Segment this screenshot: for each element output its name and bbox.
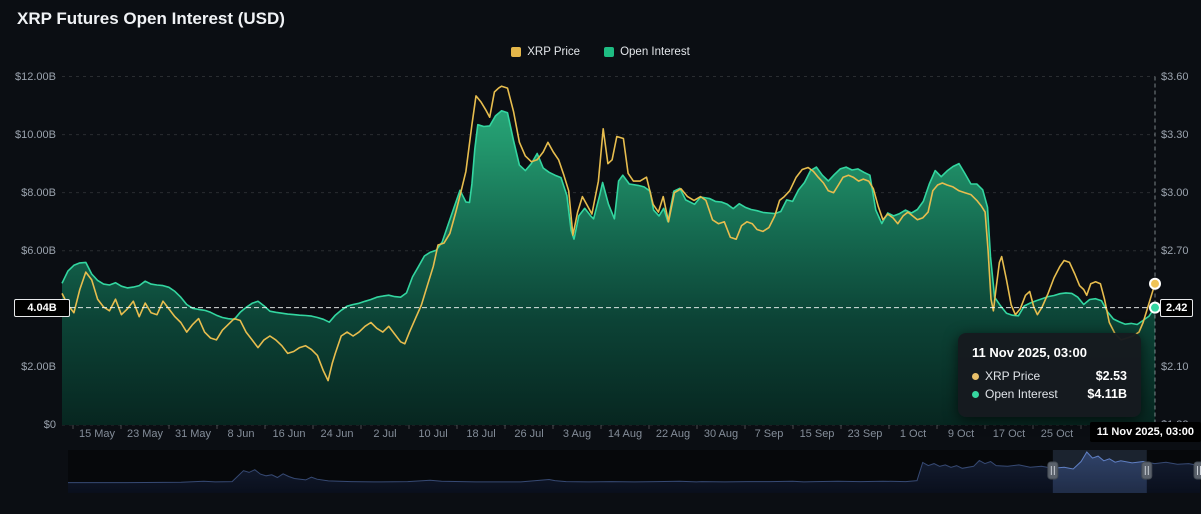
right-axis-tick-label: $3.30 <box>1161 128 1189 141</box>
tooltip-row: XRP Price $2.53 <box>972 369 1127 383</box>
x-axis-tick-label: 25 Oct <box>1040 428 1074 440</box>
legend-item-open-interest[interactable]: Open Interest <box>604 46 690 58</box>
navigator-handle-right[interactable] <box>1141 461 1153 480</box>
left-axis-tick-label: $6.00B <box>21 244 56 257</box>
navigator-handle-left[interactable] <box>1047 461 1059 480</box>
x-axis-tick-label: 22 Aug <box>655 428 691 440</box>
chart-title: XRP Futures Open Interest (USD) <box>17 9 285 28</box>
x-axis-tick-label: 3 Aug <box>562 428 592 440</box>
tooltip: 11 Nov 2025, 03:00 XRP Price $2.53 Open In… <box>958 333 1141 417</box>
tooltip-date: 11 Nov 2025, 03:00 <box>972 345 1087 360</box>
navigator-mask-right <box>1146 450 1200 493</box>
x-axis-tick-label: 31 May <box>174 428 212 440</box>
tooltip-row: Open Interest $4.11B <box>972 387 1127 401</box>
tooltip-series-label: Open Interest <box>985 387 1058 401</box>
open-interest-last-point-marker[interactable] <box>1149 301 1161 314</box>
crosshair-layer <box>62 76 1161 425</box>
right-axis-tick-label: $3.60 <box>1161 70 1189 83</box>
x-axis-tick-label: 18 Jul <box>466 428 496 440</box>
x-axis-tick-label: 17 Oct <box>992 428 1026 440</box>
open-interest-line[interactable] <box>61 110 1156 326</box>
x-axis-tick-label: 23 Sep <box>847 428 883 440</box>
left-axis-tick-label: $10.00B <box>15 128 56 141</box>
left-axis-tick-label: $8.00B <box>21 186 56 199</box>
x-axis-tick-label: 10 Jul <box>418 428 448 440</box>
x-axis-tick-label: 14 Aug <box>607 428 643 440</box>
left-axis-tick-label: $12.00B <box>15 70 56 83</box>
series-layer[interactable] <box>61 85 1156 426</box>
left-axis-tick-label: $2.00B <box>21 360 56 373</box>
navigator[interactable] <box>68 450 1201 493</box>
x-axis-tick-label: 16 Jun <box>272 428 306 440</box>
x-axis-tick-label: 23 May <box>126 428 164 440</box>
tooltip-series-label: XRP Price <box>985 369 1041 383</box>
open-interest-current-label: 4.04B <box>14 298 70 317</box>
navigator-mask-left <box>68 450 1053 493</box>
tooltip-series-value: $4.11B <box>1087 387 1127 401</box>
x-axis-tick-label: 9 Oct <box>947 428 975 440</box>
x-axis-tick-label: 15 May <box>78 428 116 440</box>
legend-label: Open Interest <box>620 46 690 58</box>
right-axis-tick-label: $2.10 <box>1161 360 1189 373</box>
legend-swatch-icon <box>511 47 522 57</box>
left-axis-tick-label: $0 <box>43 419 56 431</box>
series-dot-icon <box>972 390 979 398</box>
tooltip-series-value: $2.53 <box>1095 369 1127 383</box>
x-axis-tick-label: 15 Sep <box>799 428 835 440</box>
xrp-price-last-point-marker[interactable] <box>1149 277 1161 290</box>
navigator-selection[interactable] <box>1052 450 1147 493</box>
x-axis-tick-label: 26 Jul <box>514 428 544 440</box>
x-axis-tick-label: 2 Jul <box>373 428 397 440</box>
xrp-price-line[interactable] <box>61 85 1156 382</box>
x-axis-tick-label: 24 Jun <box>320 428 354 440</box>
right-axis-tick-label: $3.00 <box>1161 186 1189 199</box>
legend-item-xrp-price[interactable]: XRP Price <box>511 46 580 58</box>
xrp-price-current-label: 2.42 <box>1160 298 1194 317</box>
legend-swatch-icon <box>604 47 615 57</box>
x-axis-tick-label: 30 Aug <box>703 428 739 440</box>
navigator-area <box>68 452 1200 493</box>
x-axis-tick-label: 7 Sep <box>754 428 784 440</box>
x-axis-current-date-label: 11 Nov 2025, 03:00 <box>1089 422 1201 442</box>
x-axis-tick-label: 8 Jun <box>227 428 255 440</box>
navigator-line <box>68 451 1201 484</box>
right-axis-tick-label: $2.70 <box>1161 244 1189 257</box>
x-axis-tick-label: 1 Oct <box>899 428 927 440</box>
open-interest-area[interactable] <box>62 110 1155 426</box>
legend-label: XRP Price <box>527 46 581 58</box>
series-dot-icon <box>972 372 979 380</box>
legend: XRP Price Open Interest <box>0 46 1201 58</box>
